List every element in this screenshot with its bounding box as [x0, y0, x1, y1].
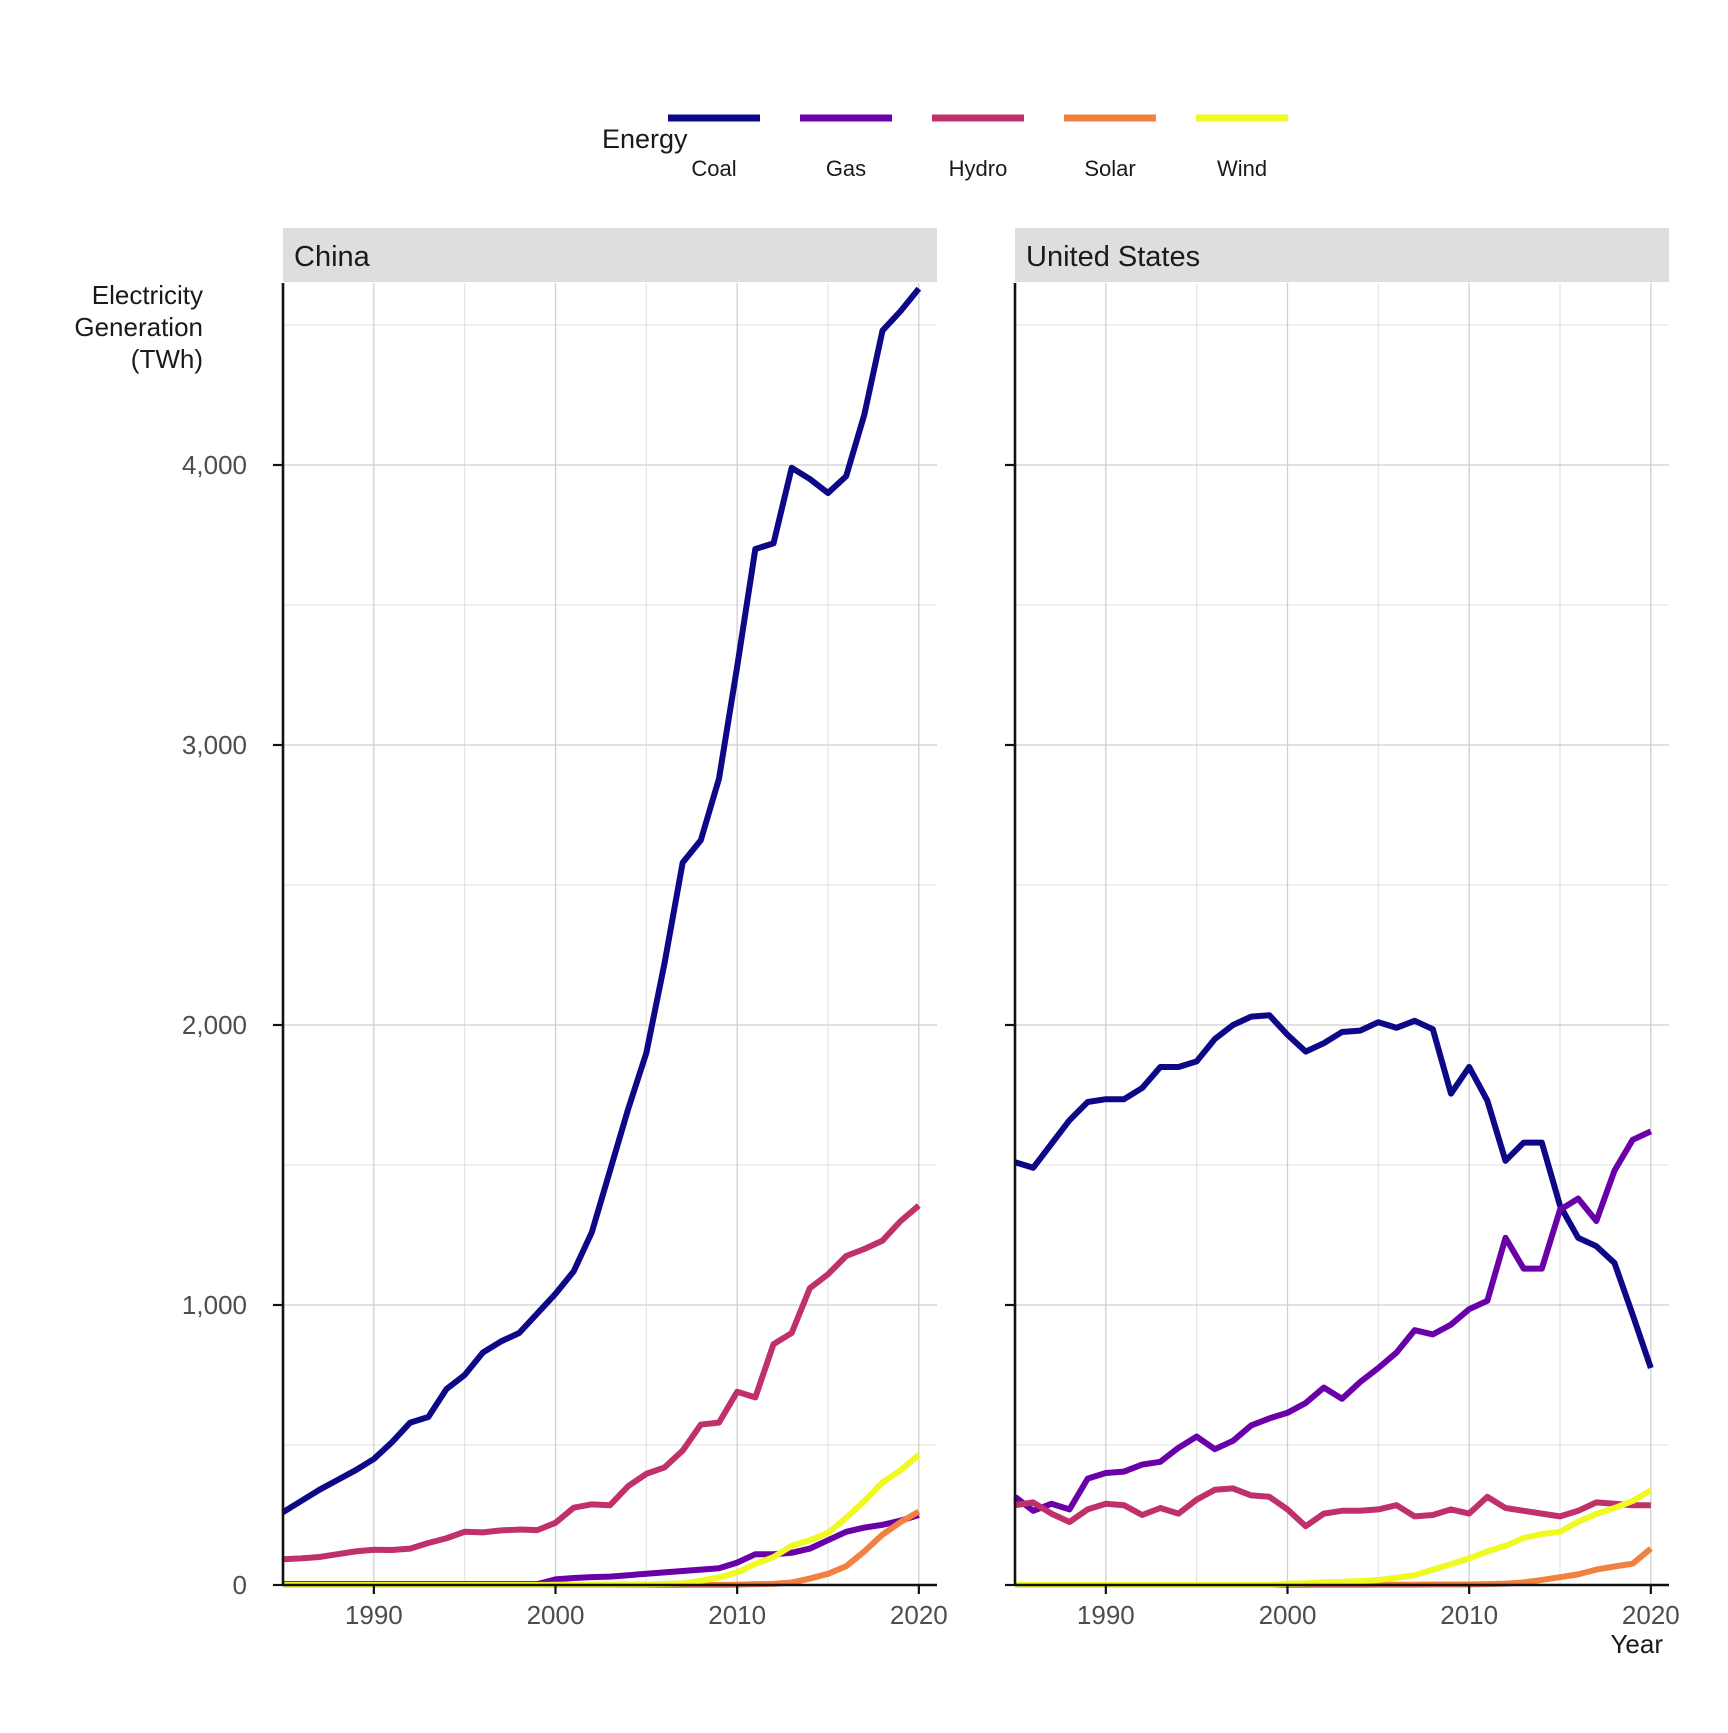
series-line-hydro	[282, 1203, 921, 1563]
y-axis-title-line: Electricity	[92, 280, 203, 310]
legend-label-wind: Wind	[1217, 156, 1267, 181]
series-line-coal	[1014, 1012, 1654, 1369]
panels: China 0 1,000 2,000 3,000 4,000 1990 2000 2010 20…	[182, 228, 1680, 1630]
x-tick-label: 1990	[345, 1600, 403, 1630]
y-tick-label: 0	[233, 1570, 247, 1600]
panel-china: China 0 1,000 2,000 3,000 4,000 1990 2000 2010 20…	[182, 228, 948, 1630]
legend-title: Energy	[602, 124, 688, 154]
legend: Energy Coal Gas Hydro Solar Wind	[602, 114, 1288, 181]
facet-strip	[1015, 228, 1669, 282]
x-tick-label: 2020	[1622, 1600, 1680, 1630]
axis-titles: Electricity Generation (TWh) Year	[74, 280, 1663, 1659]
facet-strip	[283, 228, 937, 282]
x-axis-title: Year	[1610, 1629, 1663, 1659]
y-tick-label: 2,000	[182, 1010, 247, 1040]
series-line-gas	[1013, 1128, 1653, 1514]
y-tick-label: 1,000	[182, 1290, 247, 1320]
legend-label-coal: Coal	[691, 156, 736, 181]
x-tick-label: 2010	[1440, 1600, 1498, 1630]
series-line-hydro	[1014, 1485, 1651, 1530]
series-line-coal	[281, 286, 922, 1515]
facet-strip-label: China	[294, 241, 371, 273]
x-tick-label: 2000	[527, 1600, 585, 1630]
y-tick-label: 4,000	[182, 450, 247, 480]
legend-label-gas: Gas	[826, 156, 866, 181]
x-tick-label: 2020	[890, 1600, 948, 1630]
y-axis-title: Electricity Generation (TWh)	[74, 280, 203, 374]
x-tick-label: 2000	[1259, 1600, 1317, 1630]
facet-strip-label: United States	[1026, 241, 1200, 273]
y-axis-title-line: (TWh)	[131, 344, 203, 374]
y-axis-title-line: Generation	[74, 312, 203, 342]
x-tick-label: 2010	[708, 1600, 766, 1630]
y-tick-label: 3,000	[182, 730, 247, 760]
x-tick-label: 1990	[1077, 1600, 1135, 1630]
series-line-wind	[283, 1452, 921, 1588]
legend-label-hydro: Hydro	[949, 156, 1008, 181]
panel-united-states: United States 1990 2000 2010 2020	[1005, 228, 1680, 1630]
legend-label-solar: Solar	[1084, 156, 1135, 181]
